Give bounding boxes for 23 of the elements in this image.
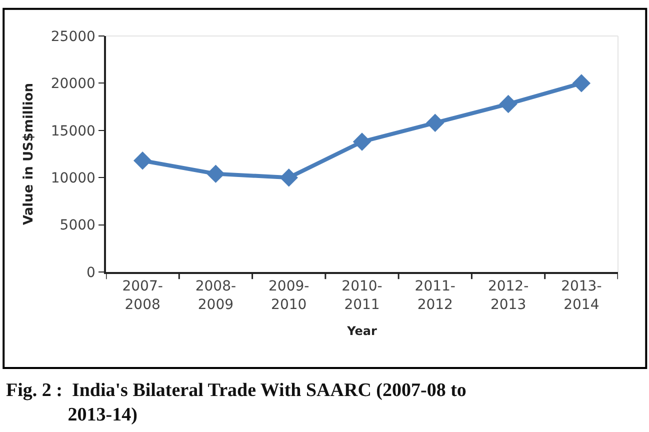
point bbox=[572, 74, 591, 92]
y-tick-label: 20000 bbox=[50, 76, 96, 92]
x-tick-label: 2013-2014 bbox=[561, 278, 602, 313]
point bbox=[499, 94, 518, 114]
x-tick-label: 2010-2011 bbox=[342, 278, 382, 313]
point bbox=[352, 132, 372, 151]
caption: Fig. 2 : India's Bilateral Trade With SAARC (2007-08 to 2013-14) bbox=[6, 380, 466, 426]
y-tick-label: 15000 bbox=[50, 123, 96, 140]
y-tick-label: 25000 bbox=[50, 28, 96, 45]
y-tick-label: 10000 bbox=[50, 170, 96, 186]
point bbox=[426, 114, 444, 132]
point bbox=[280, 168, 298, 187]
y-tick-label: 0 bbox=[86, 264, 96, 281]
y-tick-label: 5000 bbox=[60, 218, 96, 234]
point bbox=[206, 164, 225, 183]
x-tick-label: 2007-2008 bbox=[122, 278, 163, 313]
point bbox=[133, 152, 152, 170]
x-tick-label: 2009-2010 bbox=[268, 278, 310, 313]
x-tick-label: 2012-2013 bbox=[488, 278, 529, 313]
x-axis-title: Year bbox=[346, 324, 377, 338]
y-axis-title: Value in US$million bbox=[21, 83, 36, 225]
x-tick-label: 2008-2009 bbox=[195, 278, 236, 313]
x-tick-label: 2011-2012 bbox=[414, 278, 456, 313]
